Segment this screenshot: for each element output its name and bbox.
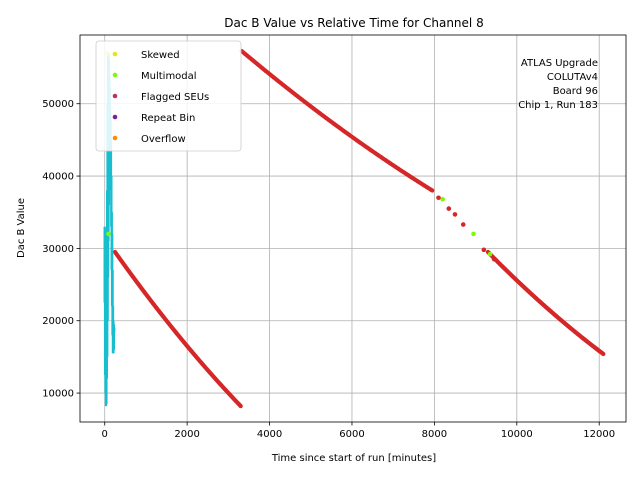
plot-frame	[79, 34, 627, 423]
data-point	[238, 403, 243, 409]
data-point	[436, 195, 441, 201]
legend-label: Repeat Bin	[141, 113, 195, 124]
legend-box	[95, 40, 242, 152]
flagged-seu-segment	[112, 249, 243, 409]
grid	[80, 35, 626, 422]
legend-marker	[112, 51, 118, 57]
data-point	[601, 351, 606, 357]
x-axis-label: Time since start of run [minutes]	[271, 453, 436, 464]
legend-marker	[112, 72, 118, 78]
data-point	[460, 222, 466, 227]
data-point	[452, 212, 458, 217]
y-tick-label: 10000	[42, 389, 74, 400]
x-tick-label: 4000	[257, 429, 282, 440]
data-point	[491, 256, 497, 262]
flagged-seu-segment	[239, 48, 435, 193]
data-point	[430, 188, 435, 193]
chart-title: Dac B Value vs Relative Time for Channel…	[224, 16, 483, 30]
legend: Skewed Multimodal Flagged SEUs Repeat Bin Ov…	[95, 40, 242, 152]
flagged-seu-segment	[485, 249, 606, 357]
annotation-line: Chip 1, Run 183	[518, 100, 598, 111]
x-tick-label: 2000	[174, 429, 199, 440]
annotation-block: ATLAS Upgrade COLUTAv4 Board 96 Chip 1, Run…	[518, 58, 598, 111]
annotation-line: ATLAS Upgrade	[521, 58, 598, 69]
data-point	[446, 206, 452, 211]
y-tick-label: 30000	[42, 244, 74, 255]
legend-marker	[112, 114, 118, 120]
legend-marker	[112, 135, 118, 141]
x-tick-label: 8000	[422, 429, 447, 440]
annotation-line: COLUTAv4	[547, 72, 598, 83]
legend-label: Flagged SEUs	[141, 92, 209, 103]
x-tick-label: 10000	[501, 429, 533, 440]
multimodal-points	[106, 196, 493, 257]
data-point	[481, 247, 487, 253]
y-tick-label: 50000	[42, 99, 74, 110]
legend-label: Multimodal	[141, 71, 197, 82]
legend-label: Skewed	[141, 50, 180, 61]
legend-label: Overflow	[141, 134, 186, 145]
y-axis-label: Dac B Value	[16, 198, 27, 258]
y-tick-label: 40000	[42, 172, 74, 183]
x-tick-label: 6000	[339, 429, 364, 440]
annotation-line: Board 96	[553, 86, 598, 97]
data-point	[440, 196, 445, 202]
y-tick-label: 20000	[42, 316, 74, 327]
axis-ticks: 0 2000 4000 6000 8000 10000 12000 10000 20000 300…	[42, 99, 615, 440]
data-point	[106, 231, 111, 237]
legend-marker	[112, 93, 118, 99]
x-tick-label: 12000	[583, 429, 615, 440]
x-tick-label: 0	[102, 429, 108, 440]
data-point	[487, 251, 493, 257]
data-point	[471, 231, 476, 237]
flagged-seus-points	[436, 195, 497, 262]
